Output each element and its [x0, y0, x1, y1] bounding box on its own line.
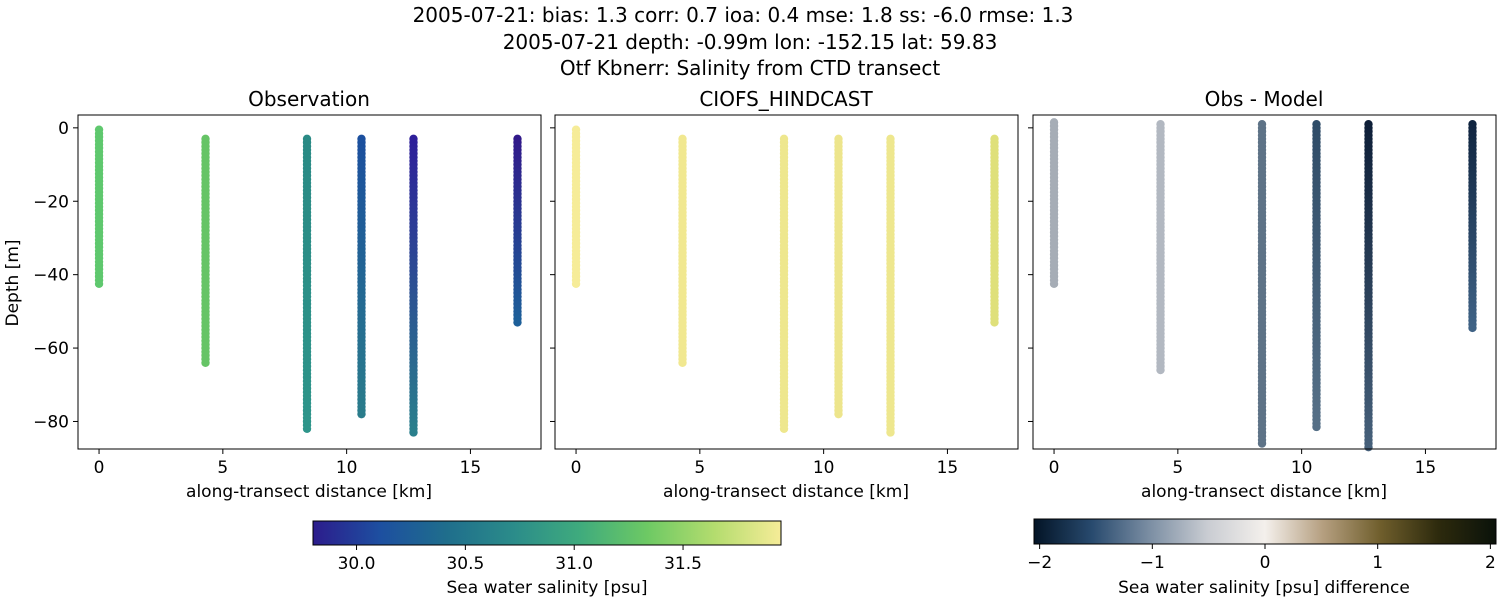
colorbar-tick-label: −2 — [1027, 553, 1052, 573]
data-point — [1364, 442, 1373, 452]
data-point — [302, 424, 312, 434]
x-axis-label: along-transect distance [km] — [1141, 482, 1387, 502]
axis-ticks: 0 5 10 15 — [550, 127, 959, 478]
figure-title-line-3: Otf Kbnerr: Salinity from CTD transect — [560, 56, 941, 80]
x-tick-label: 15 — [937, 458, 959, 478]
x-tick-label: 0 — [94, 458, 105, 478]
x-tick-label: 5 — [1172, 458, 1183, 478]
x-tick-label: 5 — [217, 458, 228, 478]
y-tick-label: −60 — [33, 339, 69, 359]
y-tick-label: −80 — [33, 412, 69, 432]
panel-title: Obs - Model — [1205, 87, 1324, 111]
panel-observation: Observation 0 5 10 15 0 −20 −40 −60 −80 along-tr… — [3, 87, 542, 502]
colorbar-tick-label: 30.5 — [446, 554, 484, 574]
data-point — [1156, 365, 1165, 375]
data-point — [357, 409, 366, 419]
data-point — [513, 318, 522, 327]
panel-difference: Obs - Model 0 5 10 15 along-transect distan… — [1028, 87, 1497, 502]
data-point — [990, 318, 999, 327]
axis-ticks: 0 5 10 15 0 −20 −40 −60 −80 — [33, 119, 481, 478]
data-point — [678, 358, 687, 367]
data-point — [779, 424, 789, 434]
data-point — [571, 279, 581, 289]
x-tick-label: 10 — [336, 458, 358, 478]
data-point — [94, 279, 104, 289]
colorbar-gradient — [312, 520, 782, 546]
x-tick-label: 10 — [813, 458, 835, 478]
colorbar-salinity: 30.0 30.5 31.0 31.5 Sea water salinity [psu… — [312, 520, 782, 598]
data-point — [201, 358, 210, 367]
colorbar-label: Sea water salinity [psu] difference — [1118, 578, 1410, 598]
x-tick-label: 10 — [1291, 458, 1313, 478]
scatter-marks — [94, 125, 522, 437]
x-tick-label: 0 — [571, 458, 582, 478]
panel-title: Observation — [248, 87, 370, 111]
data-point — [1049, 279, 1059, 289]
x-tick-label: 0 — [1049, 458, 1060, 478]
data-point — [1312, 422, 1321, 432]
y-tick-label: −20 — [33, 192, 69, 212]
x-axis-label: along-transect distance [km] — [663, 482, 909, 502]
colorbar-tick-label: −1 — [1140, 553, 1165, 573]
x-tick-label: 15 — [460, 458, 482, 478]
colorbar-tick-label: 2 — [1485, 553, 1496, 573]
colorbar-tick-label: 31.5 — [664, 554, 702, 574]
data-point — [1468, 323, 1477, 333]
scatter-marks — [1049, 118, 1477, 452]
colorbar-tick-label: 1 — [1372, 553, 1383, 573]
data-point — [834, 409, 843, 419]
colorbar-tick-label: 0 — [1260, 553, 1271, 573]
colorbar-ticks: −2 −1 0 1 2 — [1027, 544, 1496, 573]
panel-title: CIOFS_HINDCAST — [699, 87, 873, 111]
plot-frame — [554, 114, 1019, 450]
figure-title-line-1: 2005-07-21: bias: 1.3 corr: 0.7 ioa: 0.4… — [413, 3, 1074, 27]
panel-model: CIOFS_HINDCAST 0 5 10 15 along-transect dis… — [550, 87, 1019, 502]
colorbar-difference: −2 −1 0 1 2 Sea water salinity [psu] differe… — [1027, 518, 1497, 598]
axis-ticks: 0 5 10 15 — [1028, 127, 1437, 478]
plot-frame — [77, 114, 542, 450]
colorbar-label: Sea water salinity [psu] — [447, 578, 648, 598]
x-tick-label: 15 — [1415, 458, 1437, 478]
colorbar-tick-label: 31.0 — [555, 554, 593, 574]
x-tick-label: 5 — [694, 458, 705, 478]
y-tick-label: 0 — [58, 119, 69, 139]
scatter-marks — [571, 125, 999, 437]
y-tick-label: −40 — [33, 266, 69, 286]
data-point — [409, 428, 418, 437]
plot-frame — [1032, 114, 1497, 450]
figure-title-line-2: 2005-07-21 depth: -0.99m lon: -152.15 la… — [503, 30, 998, 54]
colorbar-ticks: 30.0 30.5 31.0 31.5 — [338, 545, 702, 574]
colorbar-gradient — [1033, 518, 1497, 545]
data-point — [1257, 439, 1267, 448]
colorbar-tick-label: 30.0 — [338, 554, 376, 574]
data-point — [886, 428, 895, 437]
x-axis-label: along-transect distance [km] — [186, 482, 432, 502]
y-axis-label: Depth [m] — [3, 239, 23, 326]
